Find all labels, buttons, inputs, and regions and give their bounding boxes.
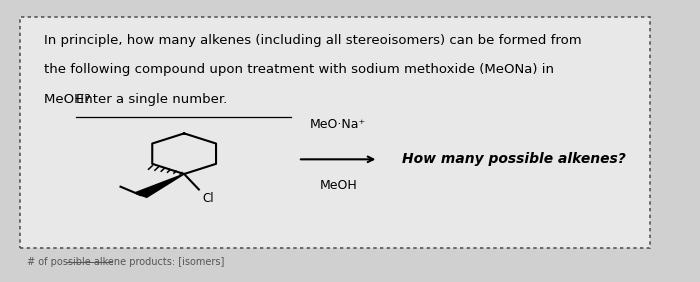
Polygon shape — [134, 174, 184, 197]
Text: MeOH?: MeOH? — [43, 93, 94, 106]
Text: the following compound upon treatment with sodium methoxide (MeONa) in: the following compound upon treatment wi… — [43, 63, 554, 76]
Text: MeO·Na⁺: MeO·Na⁺ — [310, 118, 366, 131]
Text: # of possible alkene products: [isomers]: # of possible alkene products: [isomers] — [27, 257, 224, 266]
FancyBboxPatch shape — [20, 17, 650, 248]
Text: Enter a single number.: Enter a single number. — [76, 93, 227, 106]
Text: How many possible alkenes?: How many possible alkenes? — [402, 152, 626, 166]
Text: MeOH: MeOH — [319, 179, 357, 192]
Text: In principle, how many alkenes (including all stereoisomers) can be formed from: In principle, how many alkenes (includin… — [43, 34, 581, 47]
Text: Cl: Cl — [202, 192, 214, 205]
